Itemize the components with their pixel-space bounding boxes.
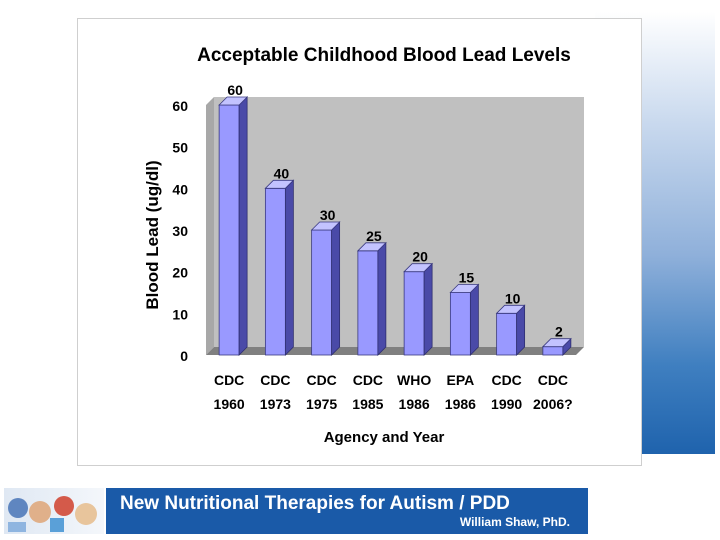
- x-tick-year: 1975: [306, 396, 337, 412]
- bar-CDC-1985: [356, 241, 387, 356]
- x-tick-agency: WHO: [397, 372, 431, 388]
- chart-frame: 0 10 20 30 40 50 60 60 CDC 1960 40 CDC 1973 30 CDC 1975…: [77, 18, 642, 466]
- bar-side: [238, 96, 248, 356]
- bar-EPA-1986: [449, 283, 480, 356]
- bar-front: [311, 229, 333, 356]
- x-tick-agency: CDC: [306, 372, 336, 388]
- footer-banner: New Nutritional Therapies for Autism / P…: [106, 488, 588, 534]
- data-label: 30: [320, 207, 336, 223]
- bar-side: [331, 221, 341, 356]
- bar-front: [542, 346, 564, 356]
- chart-title: Acceptable Childhood Blood Lead Levels: [197, 45, 571, 66]
- data-label: 2: [555, 324, 563, 340]
- bar-side: [469, 283, 479, 356]
- data-label: 25: [366, 228, 382, 244]
- x-tick-agency: EPA: [447, 372, 475, 388]
- y-tick-label: 10: [172, 306, 188, 322]
- bar-CDC-2006?: [541, 337, 572, 356]
- x-tick-year: 1973: [260, 396, 291, 412]
- x-tick-agency: CDC: [491, 372, 521, 388]
- bar-front: [264, 187, 286, 356]
- chart-back-wall: [214, 97, 584, 347]
- bar-top: [356, 242, 387, 252]
- x-tick-agency: CDC: [260, 372, 290, 388]
- y-tick-label: 60: [172, 98, 188, 114]
- bar-side: [284, 179, 294, 356]
- x-axis-label: Agency and Year: [324, 429, 445, 446]
- bar-CDC-1990: [495, 304, 526, 356]
- bar-side: [377, 241, 387, 356]
- logo-collage: [4, 488, 104, 534]
- footer-author: William Shaw, PhD.: [459, 515, 570, 529]
- bar-front: [218, 104, 240, 356]
- bar-CDC-1960: [218, 96, 249, 356]
- bar-top: [449, 284, 480, 293]
- x-tick-year: 1990: [491, 396, 522, 412]
- data-label: 40: [274, 165, 290, 181]
- y-tick-label: 50: [172, 140, 188, 156]
- bar-top: [264, 179, 295, 189]
- x-tick-year: 1986: [445, 396, 476, 412]
- y-tick-label: 0: [180, 348, 188, 364]
- bar-top: [495, 304, 526, 314]
- x-tick-agency: CDC: [214, 372, 244, 388]
- data-label: 20: [412, 249, 428, 265]
- x-tick-year: 1960: [214, 396, 245, 412]
- bar-WHO-1986: [403, 262, 434, 356]
- bar-top: [310, 221, 341, 231]
- data-label: 60: [227, 82, 243, 98]
- y-tick-label: 30: [172, 223, 188, 239]
- bar-CDC-1973: [264, 179, 295, 356]
- bar-chart: 0 10 20 30 40 50 60 60 CDC 1960 40 CDC 1973 30 CDC 1975…: [143, 45, 584, 446]
- y-tick-label: 20: [172, 265, 188, 281]
- chart-floor: [206, 347, 584, 355]
- bar-front: [449, 292, 471, 356]
- data-label: 10: [505, 290, 521, 306]
- bar-CDC-1975: [310, 221, 341, 356]
- bar-side: [516, 304, 526, 356]
- bar-side: [423, 262, 433, 356]
- x-tick-year: 2006?: [533, 396, 573, 412]
- x-tick-year: 1985: [352, 396, 383, 412]
- bar-front: [496, 312, 518, 356]
- x-tick-year: 1986: [399, 396, 430, 412]
- y-tick-label: 40: [172, 181, 188, 197]
- data-label: 15: [459, 270, 475, 286]
- y-axis-label: Blood Lead (ug/dl): [143, 160, 162, 309]
- bar-top: [541, 338, 572, 348]
- chart-side-wall: [206, 97, 214, 355]
- collage-logo-icon: [8, 496, 97, 532]
- bar-front: [403, 271, 425, 356]
- bar-top: [218, 96, 249, 106]
- x-tick-agency: CDC: [353, 372, 383, 388]
- bar-top: [403, 263, 434, 273]
- footer-title: New Nutritional Therapies for Autism / P…: [120, 493, 510, 514]
- bar-front: [357, 250, 379, 356]
- x-tick-agency: CDC: [538, 372, 568, 388]
